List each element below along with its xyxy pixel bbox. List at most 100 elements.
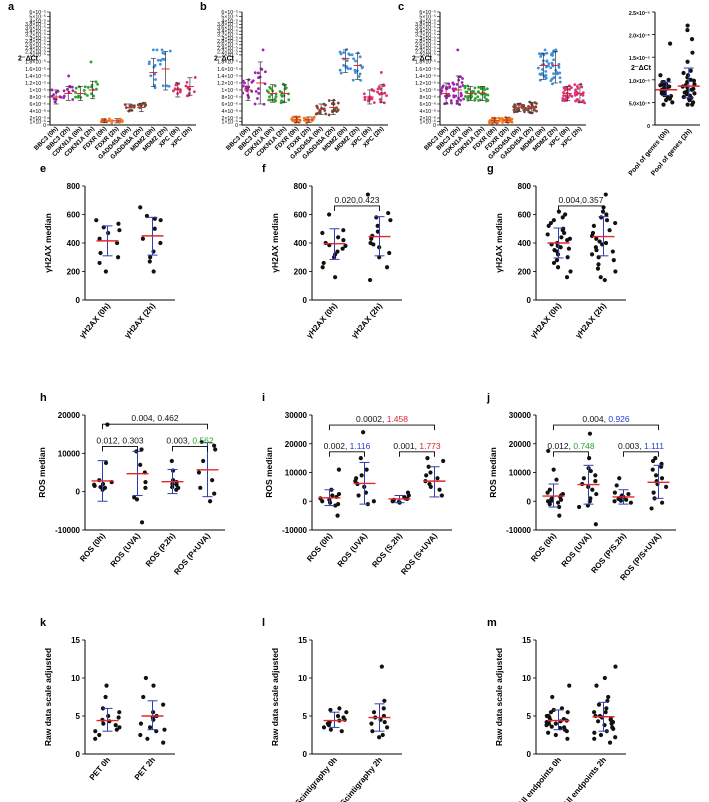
data-point	[349, 67, 353, 71]
data-point	[549, 79, 553, 83]
significance-bracket	[623, 451, 659, 457]
data-point	[526, 108, 530, 112]
y-tick-label: 4×10⁻⁶	[221, 109, 238, 115]
data-point	[333, 503, 338, 508]
data-point	[653, 473, 659, 478]
y-tick-label: 3.6×10⁻⁵	[217, 26, 238, 32]
data-point	[552, 58, 555, 62]
y-tick-label: 8×10⁻⁶	[419, 95, 436, 101]
data-point	[551, 260, 557, 266]
data-point	[523, 110, 526, 114]
data-point	[562, 230, 567, 236]
data-point	[663, 98, 669, 103]
p-value-part: 0.012,	[547, 441, 573, 451]
y-tick-label: 1.6×10⁻⁵	[25, 67, 46, 73]
x-tick-label: Scintigraphy 2h	[339, 755, 385, 802]
panel-label: e	[40, 163, 46, 175]
p-value-part: 1.111	[644, 441, 664, 451]
data-point	[593, 473, 598, 478]
y-tick-label: 10000	[285, 469, 308, 478]
data-point	[280, 99, 283, 103]
significance-bracket	[329, 451, 365, 457]
panel-i: -10000 0 10000 20000 30000 ROS median ROS (0h)…	[262, 392, 452, 577]
data-point	[144, 103, 148, 107]
data-point	[685, 79, 690, 85]
data-point	[52, 93, 56, 97]
data-point	[150, 710, 156, 715]
y-tick-label: 20000	[58, 411, 81, 420]
data-point	[592, 730, 597, 735]
y-tick-label: 2.4×10⁻⁵	[415, 46, 436, 52]
data-point	[123, 103, 127, 107]
y-tick-label: 2.2×10⁻⁵	[25, 49, 46, 55]
data-point	[464, 90, 468, 94]
y-axis-label: 2⁻ΔCt	[412, 56, 433, 63]
data-point	[428, 470, 433, 475]
data-point	[140, 236, 146, 241]
data-point	[692, 91, 697, 96]
data-point	[600, 209, 606, 214]
data-point	[86, 85, 90, 89]
data-point	[350, 53, 354, 57]
data-point	[264, 70, 267, 74]
data-point	[241, 79, 245, 83]
data-point	[321, 725, 327, 730]
data-point	[315, 104, 319, 108]
y-tick-label: 1×10⁻⁶	[221, 119, 238, 125]
data-point	[320, 499, 325, 504]
data-point	[339, 52, 343, 56]
data-point	[553, 732, 558, 738]
data-point	[558, 71, 562, 75]
x-tick-label: ROS (0h)	[529, 531, 558, 563]
p-value-label: 0.0002, 1.458	[356, 414, 408, 424]
data-point	[358, 72, 362, 76]
y-tick-label: 4×10⁻⁵	[29, 19, 46, 25]
data-point	[537, 52, 541, 56]
data-point	[610, 249, 615, 254]
p-value-label: 0.004, 0.462	[131, 413, 179, 423]
p-value-label: 0.004, 0.926	[582, 414, 630, 424]
data-point	[581, 93, 585, 97]
p-value-part: 0.926	[608, 414, 630, 424]
data-point	[328, 727, 333, 732]
data-point	[455, 83, 459, 86]
data-point	[212, 491, 217, 496]
panel-f: 0 200 400 600 800 γH2AX median γH2AX (0h) γH2AX…	[262, 163, 402, 340]
data-point	[501, 121, 504, 124]
p-value-label: 0.012, 0.303	[96, 435, 144, 445]
data-point	[147, 259, 152, 264]
data-point	[323, 240, 328, 246]
data-point	[688, 68, 693, 73]
data-point	[593, 522, 598, 527]
data-point	[685, 59, 690, 64]
data-point	[106, 230, 111, 236]
data-point	[607, 740, 613, 745]
data-point	[557, 513, 562, 518]
data-point	[560, 215, 565, 220]
data-point	[546, 64, 550, 68]
x-tick-label: γH2AX (2h)	[123, 301, 158, 340]
data-point	[337, 706, 342, 711]
data-point	[454, 94, 458, 98]
panel-b: 01×10⁻⁶2×10⁻⁶4×10⁻⁶6×10⁻⁶8×10⁻⁶1×10⁻⁵1.2…	[200, 1, 388, 161]
data-point	[624, 497, 629, 502]
data-point	[339, 729, 344, 734]
data-point	[603, 240, 609, 246]
data-point	[483, 95, 487, 99]
data-point	[161, 57, 165, 61]
y-tick-label: 3×10⁻⁵	[29, 36, 46, 42]
panel-g: 0 200 400 600 800 γH2AX median γH2AX (0h) γH2AX…	[487, 163, 626, 340]
data-point	[274, 99, 277, 103]
data-point	[594, 683, 599, 688]
significance-bracket	[553, 451, 589, 457]
y-tick-label: 800	[294, 182, 308, 191]
data-point	[254, 89, 258, 93]
data-point	[691, 78, 697, 83]
data-point	[666, 77, 671, 82]
panel-label: l	[262, 617, 265, 629]
y-tick-label: 6×10⁻⁵	[29, 10, 46, 16]
data-point	[267, 98, 271, 102]
y-tick-label: 2.2×10⁻⁵	[415, 49, 436, 55]
data-point	[628, 500, 634, 505]
data-point	[406, 493, 411, 498]
